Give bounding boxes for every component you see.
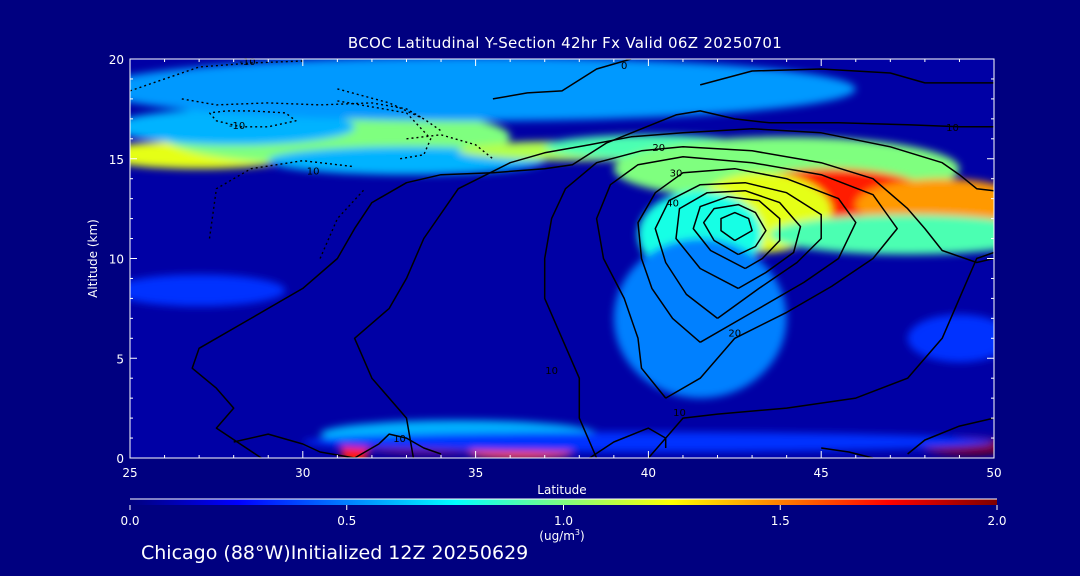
colorbar-tick-label: 1.5 xyxy=(771,514,790,528)
colorbar-tick-label: 1.0 xyxy=(554,514,573,528)
contour-line xyxy=(675,189,802,290)
contour-labels: -10 -10 10 0 10 20 30 40 20 10 10 10 xyxy=(229,57,959,445)
contour-line xyxy=(354,433,442,458)
contour-line xyxy=(589,427,667,458)
y-tick-label: 15 xyxy=(109,153,124,167)
field-blob xyxy=(613,238,787,399)
contour-line xyxy=(595,156,898,399)
contour-label: 20 xyxy=(652,143,665,154)
x-tick-label: 35 xyxy=(468,466,483,480)
colorbar-unit-label: (ug/m3) xyxy=(539,528,584,543)
chart-title: BCOC Latitudinal Y-Section 42hr Fx Valid… xyxy=(347,34,783,52)
contour-line xyxy=(353,128,994,458)
contour-label: 10 xyxy=(946,123,959,134)
contour-line xyxy=(208,110,297,128)
contour-label: 10 xyxy=(673,408,686,419)
colorbar-gradient xyxy=(130,499,997,505)
y-tick-label: 5 xyxy=(116,352,124,366)
colorbar-tick-label: 0.5 xyxy=(337,514,356,528)
contour-line xyxy=(191,110,994,458)
colorbar-tick-label: 0.0 xyxy=(120,514,139,528)
contour-label: 10 xyxy=(393,434,406,445)
field-blob xyxy=(130,274,286,307)
contour-line xyxy=(130,60,303,92)
contour-line xyxy=(319,188,366,259)
contour-line xyxy=(647,251,994,458)
contour-line xyxy=(907,417,994,455)
contour-line xyxy=(702,203,767,256)
contour-line xyxy=(337,100,432,160)
contour-line xyxy=(720,211,753,242)
contour-line xyxy=(337,88,442,132)
field-blob xyxy=(302,432,994,453)
contour-label: 0 xyxy=(621,61,627,72)
contour-line xyxy=(700,68,994,86)
contour-line xyxy=(208,160,355,239)
contour-line xyxy=(233,433,355,458)
y-tick-label: 20 xyxy=(109,53,124,67)
contour-label: 30 xyxy=(670,169,683,180)
field-blob xyxy=(130,108,355,145)
contour-line xyxy=(181,98,425,120)
y-tick-label: 10 xyxy=(109,253,124,267)
contour-line xyxy=(406,134,494,160)
x-tick-label: 45 xyxy=(814,466,829,480)
contour-line xyxy=(492,59,632,100)
field-blob xyxy=(907,314,994,363)
x-tick-label: 40 xyxy=(641,466,656,480)
x-axis-label: Latitude xyxy=(537,483,586,497)
contour-label: 10 xyxy=(307,167,320,178)
contour-line xyxy=(543,146,994,458)
colorbar: 0.0 0.5 1.0 1.5 2.0 (ug/m3) xyxy=(120,498,1007,543)
colorbar-ticks: 0.0 0.5 1.0 1.5 2.0 xyxy=(120,498,1007,528)
contour-line xyxy=(637,167,857,343)
colorbar-tick-label: 2.0 xyxy=(987,514,1006,528)
x-tick-label: 25 xyxy=(122,466,137,480)
field-blob xyxy=(130,59,856,121)
contour-label: -10 xyxy=(239,57,255,68)
contour-line xyxy=(692,195,781,270)
x-tick-label: 50 xyxy=(986,466,1001,480)
location-init-footer: Chicago (88°W)Initialized 12Z 20250629 xyxy=(141,542,529,564)
y-axis-label: Altitude (km) xyxy=(86,219,100,298)
contour-label: -10 xyxy=(229,121,245,132)
y-tick-label: 0 xyxy=(116,452,124,466)
contour-label: 20 xyxy=(728,328,741,339)
contour-line xyxy=(821,447,874,458)
contour-label: 40 xyxy=(666,199,679,210)
x-tick-label: 30 xyxy=(295,466,310,480)
contour-label: 10 xyxy=(545,366,558,377)
contour-line xyxy=(654,181,822,320)
axes: 25 30 35 40 45 50 0 5 10 15 20 Latitude Altitude (km… xyxy=(86,53,1002,497)
plot-area: -10 -10 10 0 10 20 30 40 20 10 10 10 xyxy=(129,57,995,459)
contour-lines xyxy=(130,59,994,458)
